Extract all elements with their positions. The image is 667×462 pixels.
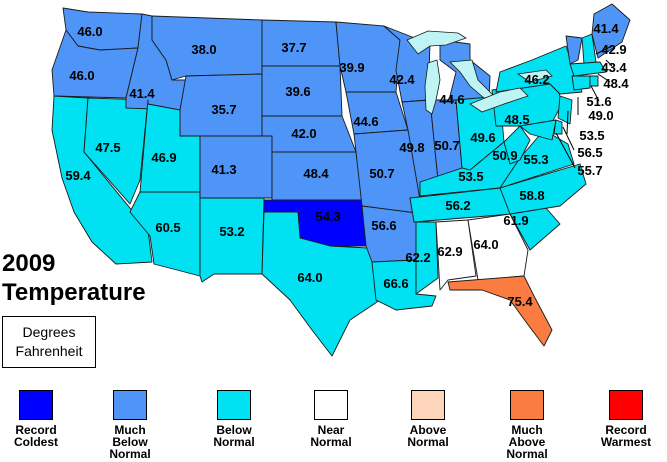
state-value-me: 41.4	[593, 21, 619, 36]
label-leader-lines	[555, 45, 613, 169]
state-value-va: 55.3	[523, 152, 548, 167]
state-value-sc: 61.9	[503, 213, 528, 228]
state-value-vt: 42.9	[601, 42, 626, 57]
state-value-tx: 64.0	[297, 270, 322, 285]
state-me	[591, 3, 631, 59]
state-ri	[589, 75, 599, 87]
units-box: Degrees Fahrenheit	[2, 316, 96, 368]
legend-item: Much Below Normal	[90, 390, 170, 460]
legend-label: Below Normal	[213, 423, 255, 449]
legend-item: Record Warmest	[586, 390, 666, 448]
great-lakes	[406, 30, 553, 115]
state-value-ia: 44.6	[353, 114, 378, 129]
state-value-wy: 35.7	[211, 102, 236, 117]
state-value-nd: 37.7	[281, 40, 306, 55]
state-value-la: 66.6	[383, 276, 408, 291]
state-va	[499, 129, 575, 189]
state-value-in: 50.7	[434, 138, 459, 153]
state-nj	[557, 95, 573, 125]
legend-item: Below Normal	[194, 390, 274, 448]
state-value-mn: 39.9	[339, 60, 364, 75]
state-value-ny: 46.2	[524, 72, 549, 87]
state-value-tn: 56.2	[445, 198, 470, 213]
legend-label: Record Warmest	[600, 423, 652, 449]
state-al	[435, 219, 477, 291]
state-value-ne: 42.0	[291, 126, 316, 141]
state-value-fl: 75.4	[507, 294, 533, 309]
state-value-pa: 48.5	[504, 112, 529, 127]
state-value-ga: 64.0	[473, 237, 498, 252]
state-value-sd: 39.6	[285, 84, 310, 99]
legend-label: Much Below Normal	[109, 423, 151, 461]
title-text: Temperature	[2, 279, 146, 306]
units-line1: Degrees	[22, 324, 76, 340]
state-ga	[467, 213, 529, 281]
state-value-wi: 42.4	[389, 72, 415, 87]
state-value-or: 46.0	[69, 68, 94, 83]
state-value-al: 62.9	[437, 244, 462, 259]
state-value-md: 55.7	[577, 163, 602, 178]
state-value-wv: 50.9	[492, 148, 517, 163]
state-value-de: 56.5	[577, 145, 602, 160]
state-value-wa: 46.0	[77, 24, 102, 39]
state-fl	[447, 275, 553, 347]
legend-label: Above Normal	[407, 423, 449, 449]
map-title: 2009 Temperature	[2, 249, 146, 307]
state-value-ca: 59.4	[65, 168, 91, 183]
state-md	[519, 119, 557, 141]
legend-swatch	[609, 390, 643, 420]
state-value-nm: 53.2	[219, 224, 244, 239]
state-de	[553, 119, 563, 135]
legend-swatch	[510, 390, 544, 420]
state-value-ky: 53.5	[458, 169, 483, 184]
legend-swatch	[217, 390, 251, 420]
legend-swatch	[19, 390, 53, 420]
state-value-ct: 49.0	[588, 108, 613, 123]
state-nc	[499, 163, 587, 215]
state-value-oh: 49.6	[470, 130, 495, 145]
state-ma	[569, 61, 607, 77]
legend-swatch	[314, 390, 348, 420]
units-line2: Fahrenheit	[15, 343, 83, 359]
legend-swatch	[411, 390, 445, 420]
state-value-il: 49.8	[399, 140, 424, 155]
state-value-mi: 44.6	[439, 92, 464, 107]
legend-item: Much Above Normal	[487, 390, 567, 460]
state-wv	[503, 125, 531, 165]
legend-label: Much Above Normal	[506, 423, 548, 461]
legend-swatch	[113, 390, 147, 420]
state-value-co: 41.3	[211, 162, 236, 177]
state-value-mo: 50.7	[369, 166, 394, 181]
state-ms	[415, 221, 439, 295]
state-value-ar: 56.6	[371, 218, 396, 233]
state-value-mt: 38.0	[191, 42, 216, 57]
state-value-ri: 51.6	[586, 94, 611, 109]
legend-item: Above Normal	[388, 390, 468, 448]
state-value-ma: 48.4	[603, 76, 629, 91]
state-value-ok: 54.3	[315, 209, 340, 224]
legend-item: Near Normal	[291, 390, 371, 448]
legend-item: Record Coldest	[0, 390, 76, 448]
state-value-nj: 53.5	[579, 128, 604, 143]
legend-label: Near Normal	[310, 423, 352, 449]
state-value-id: 41.4	[129, 86, 155, 101]
legend-label: Record Coldest	[13, 423, 58, 449]
state-value-ms: 62.2	[405, 250, 430, 265]
state-value-nv: 47.5	[95, 140, 120, 155]
state-value-nh: 43.4	[601, 60, 627, 75]
state-value-az: 60.5	[155, 220, 180, 235]
state-vt	[565, 35, 583, 65]
title-year: 2009	[2, 250, 56, 277]
state-value-ks: 48.4	[303, 166, 329, 181]
state-value-nc: 58.8	[519, 188, 544, 203]
state-ct	[571, 75, 591, 91]
state-value-ut: 46.9	[151, 150, 176, 165]
state-nm	[199, 197, 265, 283]
